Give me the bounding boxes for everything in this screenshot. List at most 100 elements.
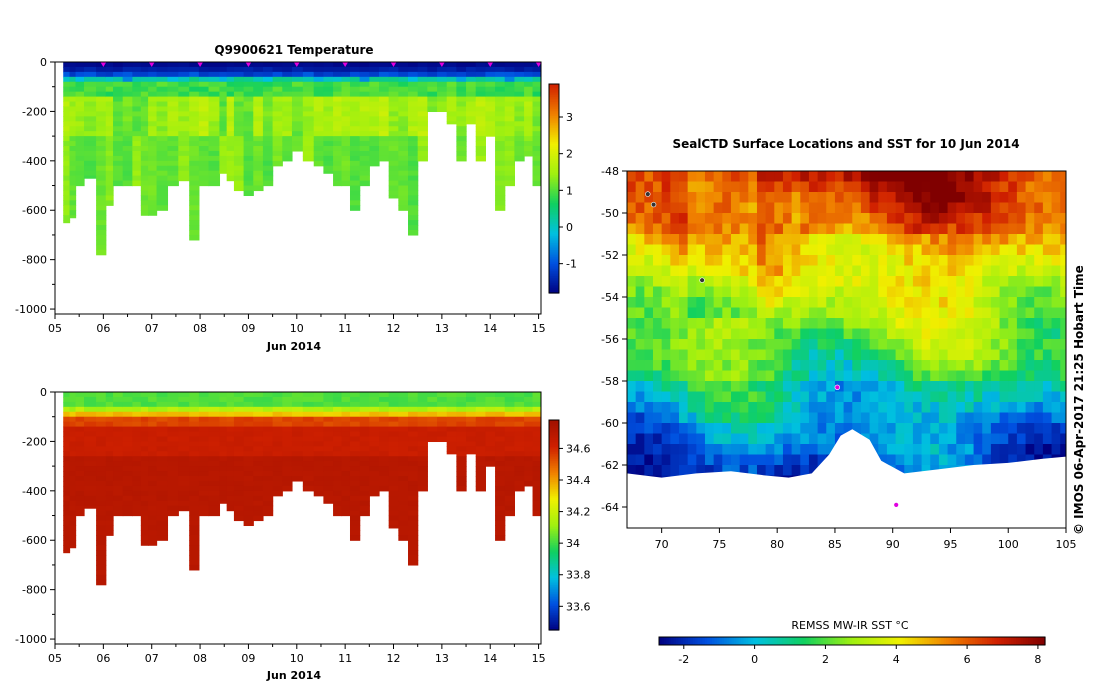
profile-cell [198, 476, 210, 482]
profile-cell [189, 396, 200, 403]
sst-cell [860, 202, 871, 214]
profile-cell [408, 230, 419, 236]
profile-cell [398, 106, 409, 113]
profile-cell [105, 401, 114, 408]
colorbar-segment [549, 85, 559, 89]
profile-cell [122, 170, 133, 177]
sst-cell [964, 402, 975, 414]
sst-cell [1034, 276, 1044, 288]
profile-cell [208, 76, 221, 83]
sst-cell [808, 370, 819, 382]
profile-cell [219, 451, 228, 457]
profile-cell [243, 81, 254, 88]
profile-cell [96, 205, 107, 211]
sst-cell [774, 171, 784, 183]
profile-cell [495, 126, 506, 132]
sst-cell [1016, 349, 1027, 361]
sst-cell [895, 307, 905, 319]
profile-cell [63, 476, 71, 482]
profile-cell [437, 91, 448, 98]
profile-cell [226, 431, 235, 438]
sst-cell [1025, 297, 1035, 309]
profile-cell [63, 170, 71, 177]
profile-cell [226, 76, 235, 83]
sst-cell [800, 349, 810, 361]
profile-cell [408, 555, 419, 561]
sst-cell [730, 244, 741, 256]
sst-cell [817, 307, 827, 319]
sst-cell [791, 223, 801, 235]
profile-cell [333, 466, 343, 472]
profile-cell [189, 185, 200, 192]
profile-cell [156, 91, 169, 98]
profile-cell [359, 101, 370, 108]
profile-cell [253, 466, 264, 472]
sst-cell [756, 234, 767, 246]
sst-cell [930, 171, 940, 183]
sst-cell [1016, 181, 1027, 193]
sst-cell [852, 286, 862, 298]
profile-cell [485, 66, 496, 73]
profile-cell [379, 476, 390, 482]
profile-cell [514, 431, 525, 438]
sst-cell [869, 423, 879, 435]
sst-cell [652, 444, 663, 456]
sst-cell [756, 276, 767, 288]
sst-cell [1034, 318, 1044, 330]
profile-cell [198, 441, 210, 447]
sst-cell [635, 171, 645, 183]
profile-cell [427, 62, 438, 68]
profile-cell [243, 485, 254, 492]
profile-cell [226, 411, 235, 418]
profile-cell [532, 136, 541, 142]
profile-cell [253, 426, 264, 433]
profile-cell [456, 485, 467, 492]
profile-cell [341, 180, 351, 187]
sst-cell [713, 307, 723, 319]
sst-cell [817, 412, 827, 424]
colorbar-segment [549, 460, 559, 463]
sst-cell [765, 286, 775, 298]
sst-cell [852, 234, 862, 246]
profile-cell [417, 86, 428, 93]
profile-cell [369, 476, 380, 482]
sst-cell [652, 433, 663, 445]
profile-cell [427, 406, 438, 413]
profile-cell [313, 480, 324, 487]
profile-cell [495, 520, 506, 527]
profile-cell [233, 471, 245, 477]
sst-cell [730, 339, 741, 351]
profile-cell [96, 456, 107, 462]
profile-cell [475, 431, 486, 438]
colorbar-segment [549, 572, 559, 575]
colorbar-segment [549, 481, 559, 484]
profile-cell [302, 446, 315, 452]
sst-cell [869, 255, 879, 267]
profile-cell [69, 165, 77, 172]
profile-cell [291, 471, 304, 477]
profile-cell [398, 146, 409, 152]
profile-cell [359, 411, 370, 418]
sst-cell [635, 349, 645, 361]
profile-cell [369, 71, 380, 78]
sst-cell [947, 370, 957, 382]
colorbar-segment [549, 476, 559, 479]
profile-cell [485, 126, 496, 132]
sst-cell [644, 171, 654, 183]
sst-cell [817, 339, 827, 351]
sst-cell [973, 391, 983, 403]
profile-cell [379, 76, 390, 83]
profile-cell [198, 81, 210, 88]
sst-cell [930, 339, 940, 351]
sst-cell [1051, 328, 1061, 340]
profile-cell [446, 91, 457, 98]
profile-cell [379, 431, 390, 438]
profile-cell [189, 416, 200, 423]
profile-cell [532, 500, 541, 507]
sst-cell [800, 255, 810, 267]
profile-cell [408, 446, 419, 452]
profile-cell [243, 185, 254, 192]
profile-cell [302, 485, 315, 492]
profile-cell [262, 155, 274, 162]
sst-cell [782, 255, 793, 267]
